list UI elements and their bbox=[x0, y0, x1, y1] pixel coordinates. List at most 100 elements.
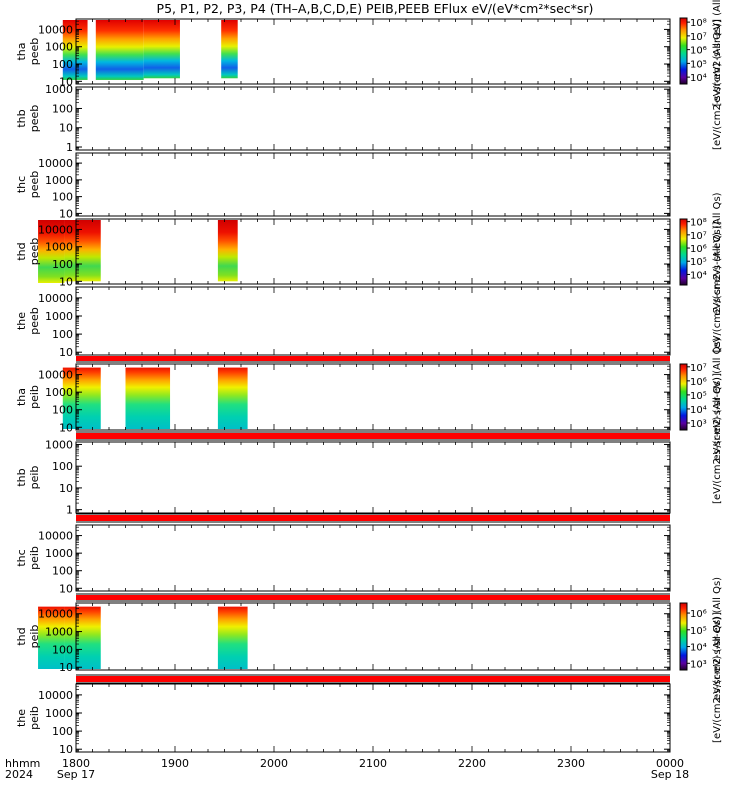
spectrogram-block bbox=[217, 220, 238, 282]
y-tick-label: 1000 bbox=[45, 438, 73, 451]
panel-frame bbox=[75, 602, 671, 671]
panel-frame bbox=[75, 524, 671, 592]
colorbar-tick-label: 10⁷ bbox=[690, 363, 707, 374]
x-tick-label: 2100 bbox=[359, 757, 387, 770]
panel-species-label: peib bbox=[28, 546, 41, 570]
y-tick-label: 10000 bbox=[38, 689, 73, 702]
colorbar-scale bbox=[679, 17, 688, 85]
panel-species-label: peib bbox=[28, 466, 41, 490]
panel-probe-label: tha bbox=[15, 42, 28, 60]
panel-probe-label: thd bbox=[15, 627, 28, 645]
y-tick-label: 10000 bbox=[38, 608, 73, 621]
colorbar-tick-label: 10⁵ bbox=[690, 59, 707, 70]
panel-species-label: peeb bbox=[28, 105, 41, 133]
panel-thd-peib: 10000 1000 100 10 thd peib bbox=[15, 602, 671, 674]
colorbar-tick-label: 10⁶ bbox=[690, 244, 707, 255]
y-tick-label: 10 bbox=[59, 75, 73, 88]
colorbar-side-label: [eV/(cm2-s-sr-eV) (All Qs)] bbox=[712, 221, 723, 352]
colorbar-scale bbox=[679, 363, 688, 431]
panel-probe-label: thc bbox=[15, 549, 28, 566]
y-tick-label: 10000 bbox=[38, 292, 73, 305]
colorbar-tick-label: 10⁵ bbox=[690, 626, 707, 637]
panel-species-label: peeb bbox=[28, 238, 41, 266]
panel-the-peib: 10000 1000 100 10 the peib bbox=[15, 683, 671, 756]
y-tick-label: 100 bbox=[52, 58, 73, 71]
spectrogram-block bbox=[64, 606, 101, 669]
y-tick-label: 100 bbox=[52, 643, 73, 656]
y-tick-label: 10000 bbox=[38, 223, 73, 236]
colorbar-label: [eV/(cm2-s-sr-eV) (All bbox=[712, 0, 723, 106]
y-tick-label: 100 bbox=[52, 191, 73, 204]
panel-probe-label: the bbox=[15, 709, 28, 727]
y-tick-label: 1000 bbox=[45, 174, 73, 187]
panel-the-peeb: 10000 1000 100 10 the peeb bbox=[15, 286, 671, 359]
x-axis: 1800 1900 2000 2100 2200 2300 0000 bbox=[62, 757, 684, 770]
y-tick-label: 1000 bbox=[45, 241, 73, 254]
spectrogram-block bbox=[217, 367, 248, 429]
separator-bar bbox=[76, 676, 670, 682]
panel-species-label: peeb bbox=[28, 171, 41, 199]
panel-species-label: peeb bbox=[28, 38, 41, 66]
chart-title: P5, P1, P2, P3, P4 (TH–A,B,C,D,E) PEIB,P… bbox=[157, 1, 594, 16]
colorbar-tick-label: 10⁸ bbox=[690, 18, 707, 29]
panel-species-label: peib bbox=[28, 706, 41, 730]
y-tick-label: 1000 bbox=[45, 707, 73, 720]
y-tick-label: 1 bbox=[66, 141, 73, 154]
panel-species-label: peeb bbox=[28, 307, 41, 335]
y-tick-label: 1000 bbox=[45, 626, 73, 639]
separator-bar bbox=[76, 515, 670, 521]
colorbar-tick-label: 10⁴ bbox=[690, 73, 707, 84]
panel-thd-peeb: 10000 1000 100 10 thd peeb bbox=[15, 218, 671, 288]
panel-frame bbox=[75, 683, 671, 753]
panel-thb-peeb: 1000 100 10 1 thb peeb bbox=[15, 83, 671, 154]
spectrogram-block bbox=[62, 20, 88, 80]
panel-frame bbox=[75, 441, 671, 514]
colorbar-side-label: [eV/(cm2-s-sr-eV) (All Qs)] bbox=[712, 612, 723, 743]
panel-thc-peeb: 10000 1000 100 10 thc peeb bbox=[15, 152, 671, 220]
y-tick-label: 1000 bbox=[45, 547, 73, 560]
spectrogram-block bbox=[143, 20, 180, 79]
panel-frame bbox=[75, 152, 671, 217]
panel-tha-peeb: 10000 1000 100 10 tha peeb bbox=[15, 18, 671, 88]
y-tick-label: 10000 bbox=[38, 369, 73, 382]
colorbar-scale bbox=[679, 602, 688, 671]
x-tick-label: 1800 bbox=[62, 757, 90, 770]
y-tick-label: 10 bbox=[59, 122, 73, 135]
colorbar-tick-label: 10⁷ bbox=[690, 32, 707, 43]
colorbar-tick-label: 10⁵ bbox=[690, 257, 707, 268]
colorbar-tick-label: 10⁴ bbox=[690, 643, 707, 654]
panel-frame bbox=[75, 286, 671, 356]
colorbar: 10⁸ 10⁷ 10⁶ 10⁵ 10⁴ [eV/(cm2-s-sr-eV) (All bbox=[679, 0, 723, 106]
colorbar: 10⁶ 10⁵ 10⁴ 10³ eV/(cm2-s-sr-eV) (All Qs) bbox=[679, 577, 723, 700]
colorbar-side-label: [eV/(cm2-s-sr-eV) (All Qs)] bbox=[712, 19, 723, 150]
colorbar-side-label: [eV/(cm2-s-sr-eV) (All Qs)] bbox=[712, 373, 723, 504]
y-tick-label: 100 bbox=[52, 725, 73, 738]
panel-probe-label: thb bbox=[15, 468, 28, 486]
x-row-label-hhmm: hhmm bbox=[5, 757, 40, 770]
colorbar-tick-label: 10⁶ bbox=[690, 377, 707, 388]
colorbar-tick-label: 10³ bbox=[690, 659, 707, 670]
panel-species-label: peib bbox=[28, 385, 41, 409]
y-tick-label: 100 bbox=[52, 404, 73, 417]
x-tick-label: 2200 bbox=[458, 757, 486, 770]
spectrogram-block bbox=[64, 220, 101, 282]
y-tick-label: 1000 bbox=[45, 386, 73, 399]
spectrogram-block bbox=[217, 606, 248, 669]
panel-thb-peib: 1000 100 10 1 thb peib bbox=[15, 438, 671, 517]
spectrogram-block bbox=[95, 20, 144, 80]
y-tick-label: 1000 bbox=[45, 310, 73, 323]
separator-bar bbox=[76, 595, 670, 600]
colorbar-tick-label: 10⁴ bbox=[690, 405, 707, 416]
x-date-end: Sep 18 bbox=[651, 768, 689, 781]
y-tick-label: 1 bbox=[66, 504, 73, 517]
y-tick-label: 10 bbox=[59, 661, 73, 674]
separator-bar bbox=[76, 356, 670, 361]
colorbar-scale bbox=[679, 218, 688, 286]
panel-tha-peib: 10000 1000 100 10 tha peib bbox=[15, 363, 671, 434]
spectrogram-block bbox=[221, 20, 238, 79]
colorbar-label: eV/(cm2-s-sr-eV) (All Qs) bbox=[712, 337, 723, 460]
x-tick-label: 2300 bbox=[557, 757, 585, 770]
